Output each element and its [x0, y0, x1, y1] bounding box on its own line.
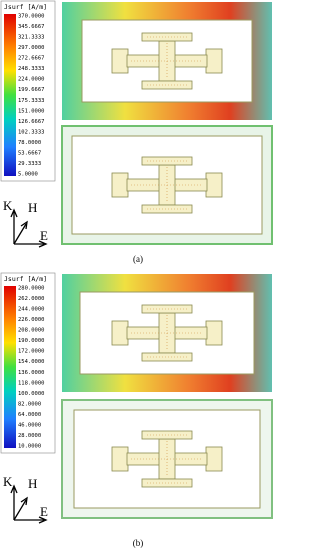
legend-tick-label: 126.6667: [18, 119, 45, 125]
axis-k: K: [3, 198, 13, 213]
panel: Jsurf [A/m] K H E (b) 280.0000 262.0000 24…: [0, 272, 273, 548]
figure: Jsurf [A/m] K H E (a) 370.0000 345.6667 32…: [0, 0, 273, 548]
legend-tick-label: 53.6667: [18, 150, 41, 156]
legend-tick-label: 10.0000: [18, 444, 41, 450]
legend-tick-label: 297.0000: [18, 45, 45, 51]
axis-h: H: [28, 200, 37, 215]
legend-tick-label: 199.6667: [18, 87, 45, 93]
legend-title: Jsurf [A/m]: [4, 275, 47, 283]
legend-tick-label: 46.0000: [18, 422, 41, 428]
legend-tick-label: 280.0000: [18, 286, 45, 292]
legend-tick-label: 248.3333: [18, 66, 45, 72]
panel: Jsurf [A/m] K H E (a) 370.0000 345.6667 32…: [0, 0, 273, 264]
legend-tick-label: 208.0000: [18, 328, 45, 334]
legend-tick-label: 321.3333: [18, 35, 45, 41]
legend-tick-label: 370.0000: [18, 14, 45, 20]
legend-tick-label: 345.6667: [18, 24, 45, 30]
axis-h: H: [28, 476, 37, 491]
legend-tick-label: 172.0000: [18, 349, 45, 355]
axis-e: E: [40, 504, 48, 519]
caption: (a): [133, 254, 143, 264]
legend-tick-label: 272.6667: [18, 56, 45, 62]
legend-tick-label: 64.0000: [18, 412, 41, 418]
legend-title: Jsurf [A/m]: [4, 3, 47, 11]
legend-tick-label: 5.0000: [18, 172, 38, 178]
legend-tick-label: 244.0000: [18, 307, 45, 313]
colorbar: [4, 286, 16, 448]
legend-tick-label: 154.0000: [18, 359, 45, 365]
caption: (b): [133, 538, 144, 548]
colorbar: [4, 14, 16, 176]
legend-tick-label: 82.0000: [18, 401, 41, 407]
legend-tick-label: 151.0000: [18, 108, 45, 114]
legend-tick-label: 102.3333: [18, 129, 45, 135]
legend-tick-label: 29.3333: [18, 161, 41, 167]
legend-tick-label: 190.0000: [18, 338, 45, 344]
axis-e: E: [40, 228, 48, 243]
legend-tick-label: 226.0000: [18, 317, 45, 323]
legend-tick-label: 262.0000: [18, 296, 45, 302]
legend-tick-label: 136.0000: [18, 370, 45, 376]
legend-tick-label: 175.3333: [18, 98, 45, 104]
axis-k: K: [3, 474, 13, 489]
legend-tick-label: 28.0000: [18, 433, 41, 439]
legend-tick-label: 118.0000: [18, 380, 45, 386]
legend-tick-label: 78.0000: [18, 140, 41, 146]
legend-tick-label: 100.0000: [18, 391, 45, 397]
legend-tick-label: 224.0000: [18, 77, 45, 83]
